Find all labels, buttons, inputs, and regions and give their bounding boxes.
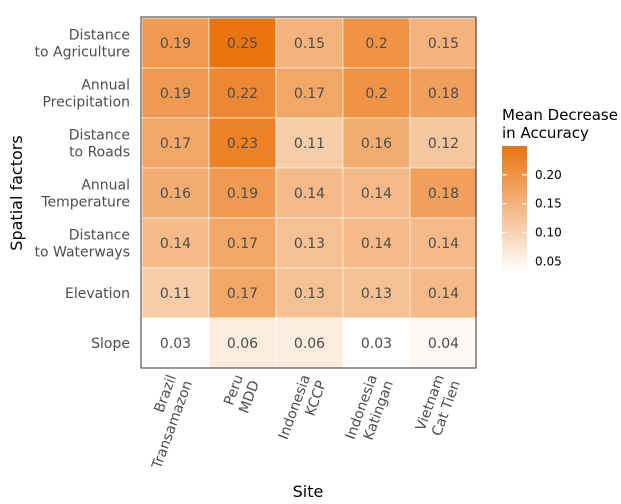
cell-value-label: 0.14 — [361, 236, 392, 252]
legend-tick-label: 0.05 — [535, 254, 562, 268]
x-tick-label: IndonesiaKatingan — [343, 373, 397, 448]
cell-value-label: 0.2 — [365, 86, 387, 102]
heatmap-cell — [141, 217, 210, 269]
cell-value-label: 0.12 — [428, 136, 459, 152]
y-tick-label: Distance to Roads — [69, 128, 130, 161]
heatmap-cell — [409, 67, 478, 119]
x-axis-title: Site — [293, 482, 324, 501]
heatmap-cell — [409, 267, 478, 319]
panel-border — [140, 16, 477, 369]
x-tick-label: PeruMDD — [220, 373, 263, 416]
cell-value-label: 0.17 — [294, 86, 325, 102]
heatmap-cell — [141, 167, 210, 219]
heatmap-cell — [342, 117, 411, 169]
cell-value-label: 0.17 — [227, 286, 258, 302]
heatmap-cells: 0.19 0.25 0.15 0.2 0.15 0.19 0.22 0.17 0.2 0.18 0.… — [141, 17, 478, 369]
heatmap-cell — [409, 17, 478, 69]
y-tick-label: Elevation — [65, 286, 130, 302]
cell-value-label: 0.14 — [428, 236, 459, 252]
heatmap-cell — [141, 17, 210, 69]
cell-value-label: 0.2 — [365, 36, 387, 52]
cell-value-label: 0.18 — [428, 86, 459, 102]
legend-title-line-1: Mean Decrease — [502, 106, 618, 124]
cell-value-label: 0.06 — [294, 336, 325, 352]
heatmap-cell — [275, 217, 344, 269]
heatmap-cell — [275, 267, 344, 319]
cell-value-label: 0.16 — [361, 136, 392, 152]
heatmap-cell — [208, 167, 277, 219]
y-tick-label: Annual Precipitation — [42, 78, 130, 111]
cell-value-label: 0.14 — [361, 186, 392, 202]
cell-value-label: 0.19 — [160, 86, 191, 102]
heatmap-cell — [208, 267, 277, 319]
heatmap-cell — [141, 317, 210, 369]
cell-value-label: 0.17 — [160, 136, 191, 152]
heatmap-cell — [141, 67, 210, 119]
cell-value-label: 0.25 — [227, 36, 258, 52]
cell-value-label: 0.14 — [294, 186, 325, 202]
heatmap-cell — [275, 67, 344, 119]
x-tick-label: IndonesiaKCCP — [276, 373, 330, 448]
cell-value-label: 0.18 — [428, 186, 459, 202]
cell-value-label: 0.13 — [294, 236, 325, 252]
cell-value-label: 0.14 — [428, 286, 459, 302]
heatmap-cell — [275, 117, 344, 169]
cell-value-label: 0.23 — [227, 136, 258, 152]
heatmap-cell — [342, 267, 411, 319]
x-tick-labels: BrazilTransamazon PeruMDD IndonesiaKCCP Ind… — [133, 373, 464, 472]
legend-tick-label: 0.10 — [535, 226, 562, 240]
heatmap-cell — [409, 317, 478, 369]
cell-value-label: 0.13 — [361, 286, 392, 302]
heatmap-cell — [342, 17, 411, 69]
y-tick-label: Distance to Agriculture — [35, 28, 131, 61]
y-tick-label: Annual Temperature — [40, 178, 130, 211]
color-legend: Mean Decrease in Accuracy 0.050.100.150.… — [502, 106, 618, 273]
heatmap-cell — [409, 217, 478, 269]
heatmap-cell — [208, 17, 277, 69]
y-axis-title: Spatial factors — [7, 135, 26, 250]
heatmap-cell — [275, 17, 344, 69]
cell-value-label: 0.11 — [294, 136, 325, 152]
legend-tick-label: 0.15 — [535, 197, 562, 211]
cell-value-label: 0.03 — [361, 336, 392, 352]
cell-value-label: 0.16 — [160, 186, 191, 202]
cell-value-label: 0.22 — [227, 86, 258, 102]
cell-value-label: 0.15 — [428, 36, 459, 52]
heatmap-cell — [275, 167, 344, 219]
legend-tick-label: 0.20 — [535, 168, 562, 182]
legend-title-line-2: in Accuracy — [502, 124, 589, 142]
heatmap-cell — [409, 167, 478, 219]
cell-value-label: 0.19 — [227, 186, 258, 202]
cell-value-label: 0.15 — [294, 36, 325, 52]
y-tick-label: Slope — [91, 336, 130, 352]
heatmap-cell — [208, 117, 277, 169]
heatmap-cell — [342, 167, 411, 219]
y-tick-labels: Distance to Agriculture Annual Precipitatio… — [35, 28, 131, 353]
cell-value-label: 0.03 — [160, 336, 191, 352]
x-tick-label: BrazilTransamazon — [133, 373, 196, 472]
cell-value-label: 0.19 — [160, 36, 191, 52]
cell-value-label: 0.13 — [294, 286, 325, 302]
cell-value-label: 0.14 — [160, 236, 191, 252]
cell-value-label: 0.17 — [227, 236, 258, 252]
cell-value-label: 0.11 — [160, 286, 191, 302]
x-tick-label: VietnamCat Tien — [413, 373, 464, 439]
heatmap-cell — [409, 117, 478, 169]
legend-ticks: 0.05 0.10 0.15 0.20 — [502, 168, 562, 268]
cell-value-label: 0.06 — [227, 336, 258, 352]
heatmap-cell — [208, 217, 277, 269]
y-tick-label: Distance to Waterways — [35, 228, 131, 261]
cell-value-label: 0.04 — [428, 336, 459, 352]
legend-colorbar — [502, 146, 527, 273]
